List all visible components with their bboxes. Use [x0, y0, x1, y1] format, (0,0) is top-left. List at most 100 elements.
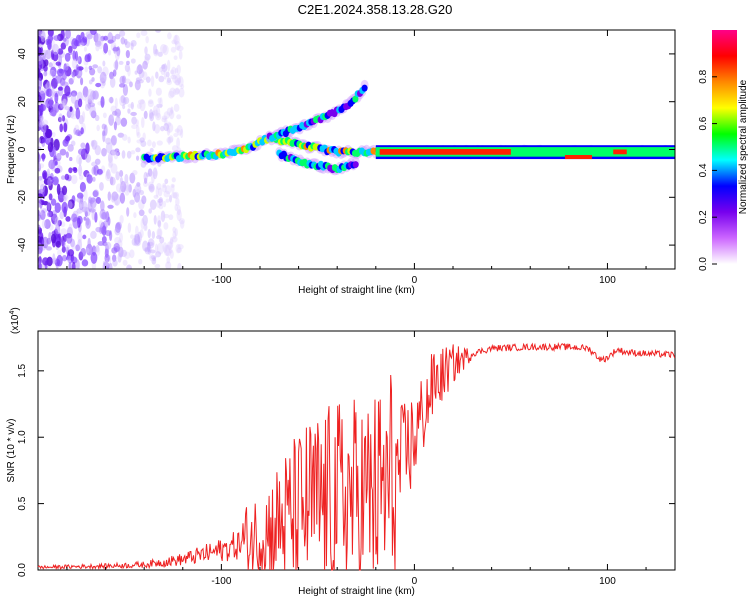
noise-speckle: [159, 67, 163, 73]
noise-speckle: [156, 200, 161, 209]
noise-speckle: [176, 45, 184, 52]
noise-speckle: [116, 112, 121, 119]
noise-speckle: [61, 254, 68, 262]
colorbar-tick-label: 0.6: [698, 116, 709, 130]
y-tick-label: 40: [17, 48, 28, 60]
noise-speckle: [114, 236, 122, 245]
noise-speckle: [104, 253, 110, 263]
snr-y-tick-label: 1.0: [17, 430, 28, 444]
noise-speckle: [108, 114, 115, 126]
noise-speckle: [63, 122, 68, 133]
noise-speckle: [124, 63, 131, 73]
noise-speckle: [142, 214, 148, 226]
noise-speckle: [113, 60, 119, 70]
noise-speckle: [144, 53, 151, 61]
trace-mark: [352, 95, 359, 103]
noise-speckle: [41, 119, 49, 127]
noise-speckle: [94, 211, 98, 223]
noise-speckle: [61, 81, 69, 87]
noise-speckle: [109, 149, 117, 156]
noise-speckle: [71, 241, 76, 250]
noise-speckle: [177, 76, 184, 88]
noise-speckle: [142, 240, 149, 252]
noise-speckle: [48, 159, 56, 170]
noise-speckle: [131, 238, 138, 246]
x-axis-label: Height of straight line (km): [298, 285, 415, 296]
noise-speckle: [143, 220, 148, 231]
noise-speckle: [120, 249, 128, 258]
noise-speckle: [148, 208, 153, 214]
noise-speckle: [92, 190, 99, 198]
noise-speckle: [162, 200, 167, 208]
noise-speckle: [71, 38, 78, 50]
noise-speckle: [111, 191, 119, 201]
snr-y-tick-label: 0.0: [17, 563, 28, 577]
noise-speckle: [114, 59, 119, 71]
noise-speckle: [112, 47, 120, 52]
noise-speckle: [176, 77, 182, 84]
noise-speckle: [154, 170, 158, 177]
noise-speckle: [139, 99, 146, 112]
noise-speckle: [153, 48, 159, 57]
noise-speckle: [92, 140, 98, 149]
noise-speckle: [138, 209, 145, 217]
noise-speckle: [90, 230, 97, 239]
noise-speckle: [116, 221, 122, 230]
noise-speckle: [157, 215, 161, 227]
noise-speckle: [53, 221, 59, 226]
noise-speckle: [156, 140, 163, 146]
noise-speckle: [80, 247, 86, 257]
noise-speckle: [119, 95, 126, 107]
noise-speckle: [87, 94, 95, 104]
noise-speckle: [52, 51, 59, 62]
noise-speckle: [133, 239, 141, 247]
noise-speckle: [135, 147, 141, 153]
noise-speckle: [151, 110, 156, 116]
noise-speckle: [171, 192, 178, 199]
noise-speckle: [109, 76, 116, 88]
snr-y-tick-label: 1.5: [17, 363, 28, 377]
noise-speckle: [134, 233, 141, 246]
noise-speckle: [171, 39, 177, 45]
noise-speckle: [134, 192, 141, 203]
noise-speckle: [147, 228, 151, 239]
noise-speckle: [87, 196, 93, 204]
noise-speckle: [130, 111, 137, 117]
noise-speckle: [176, 209, 182, 222]
noise-speckle: [171, 236, 178, 243]
noise-speckle: [107, 191, 112, 201]
noise-speckle: [47, 211, 52, 218]
noise-speckle: [109, 71, 114, 80]
noise-speckle: [172, 230, 177, 240]
noise-speckle: [177, 244, 184, 250]
noise-speckle: [55, 240, 62, 248]
noise-speckle: [38, 260, 42, 269]
noise-speckle: [154, 243, 159, 254]
noise-speckle: [53, 35, 61, 41]
noise-speckle: [168, 214, 174, 221]
noise-speckle: [129, 249, 135, 259]
noise-speckle: [156, 103, 163, 108]
noise-speckle: [105, 172, 112, 182]
noise-speckle: [174, 79, 181, 86]
noise-speckle: [151, 257, 157, 265]
noise-speckle: [149, 199, 157, 211]
noise-speckle: [163, 213, 170, 219]
noise-speckle: [68, 261, 72, 269]
snr-scale-label: (x104): [9, 307, 21, 334]
noise-speckle: [155, 48, 159, 55]
snr-scale-exp: 4: [9, 311, 16, 315]
noise-speckle: [89, 67, 96, 76]
noise-speckle: [176, 125, 183, 136]
noise-speckle: [96, 168, 103, 175]
noise-speckle: [70, 113, 77, 120]
noise-speckle: [64, 52, 71, 62]
noise-speckle: [83, 46, 87, 52]
noise-speckle: [77, 148, 85, 155]
noise-speckle: [158, 75, 165, 83]
noise-speckle: [124, 173, 129, 184]
noise-speckle: [149, 147, 154, 153]
noise-speckle: [63, 194, 69, 201]
noise-speckle: [136, 155, 140, 161]
noise-speckle: [86, 174, 93, 184]
